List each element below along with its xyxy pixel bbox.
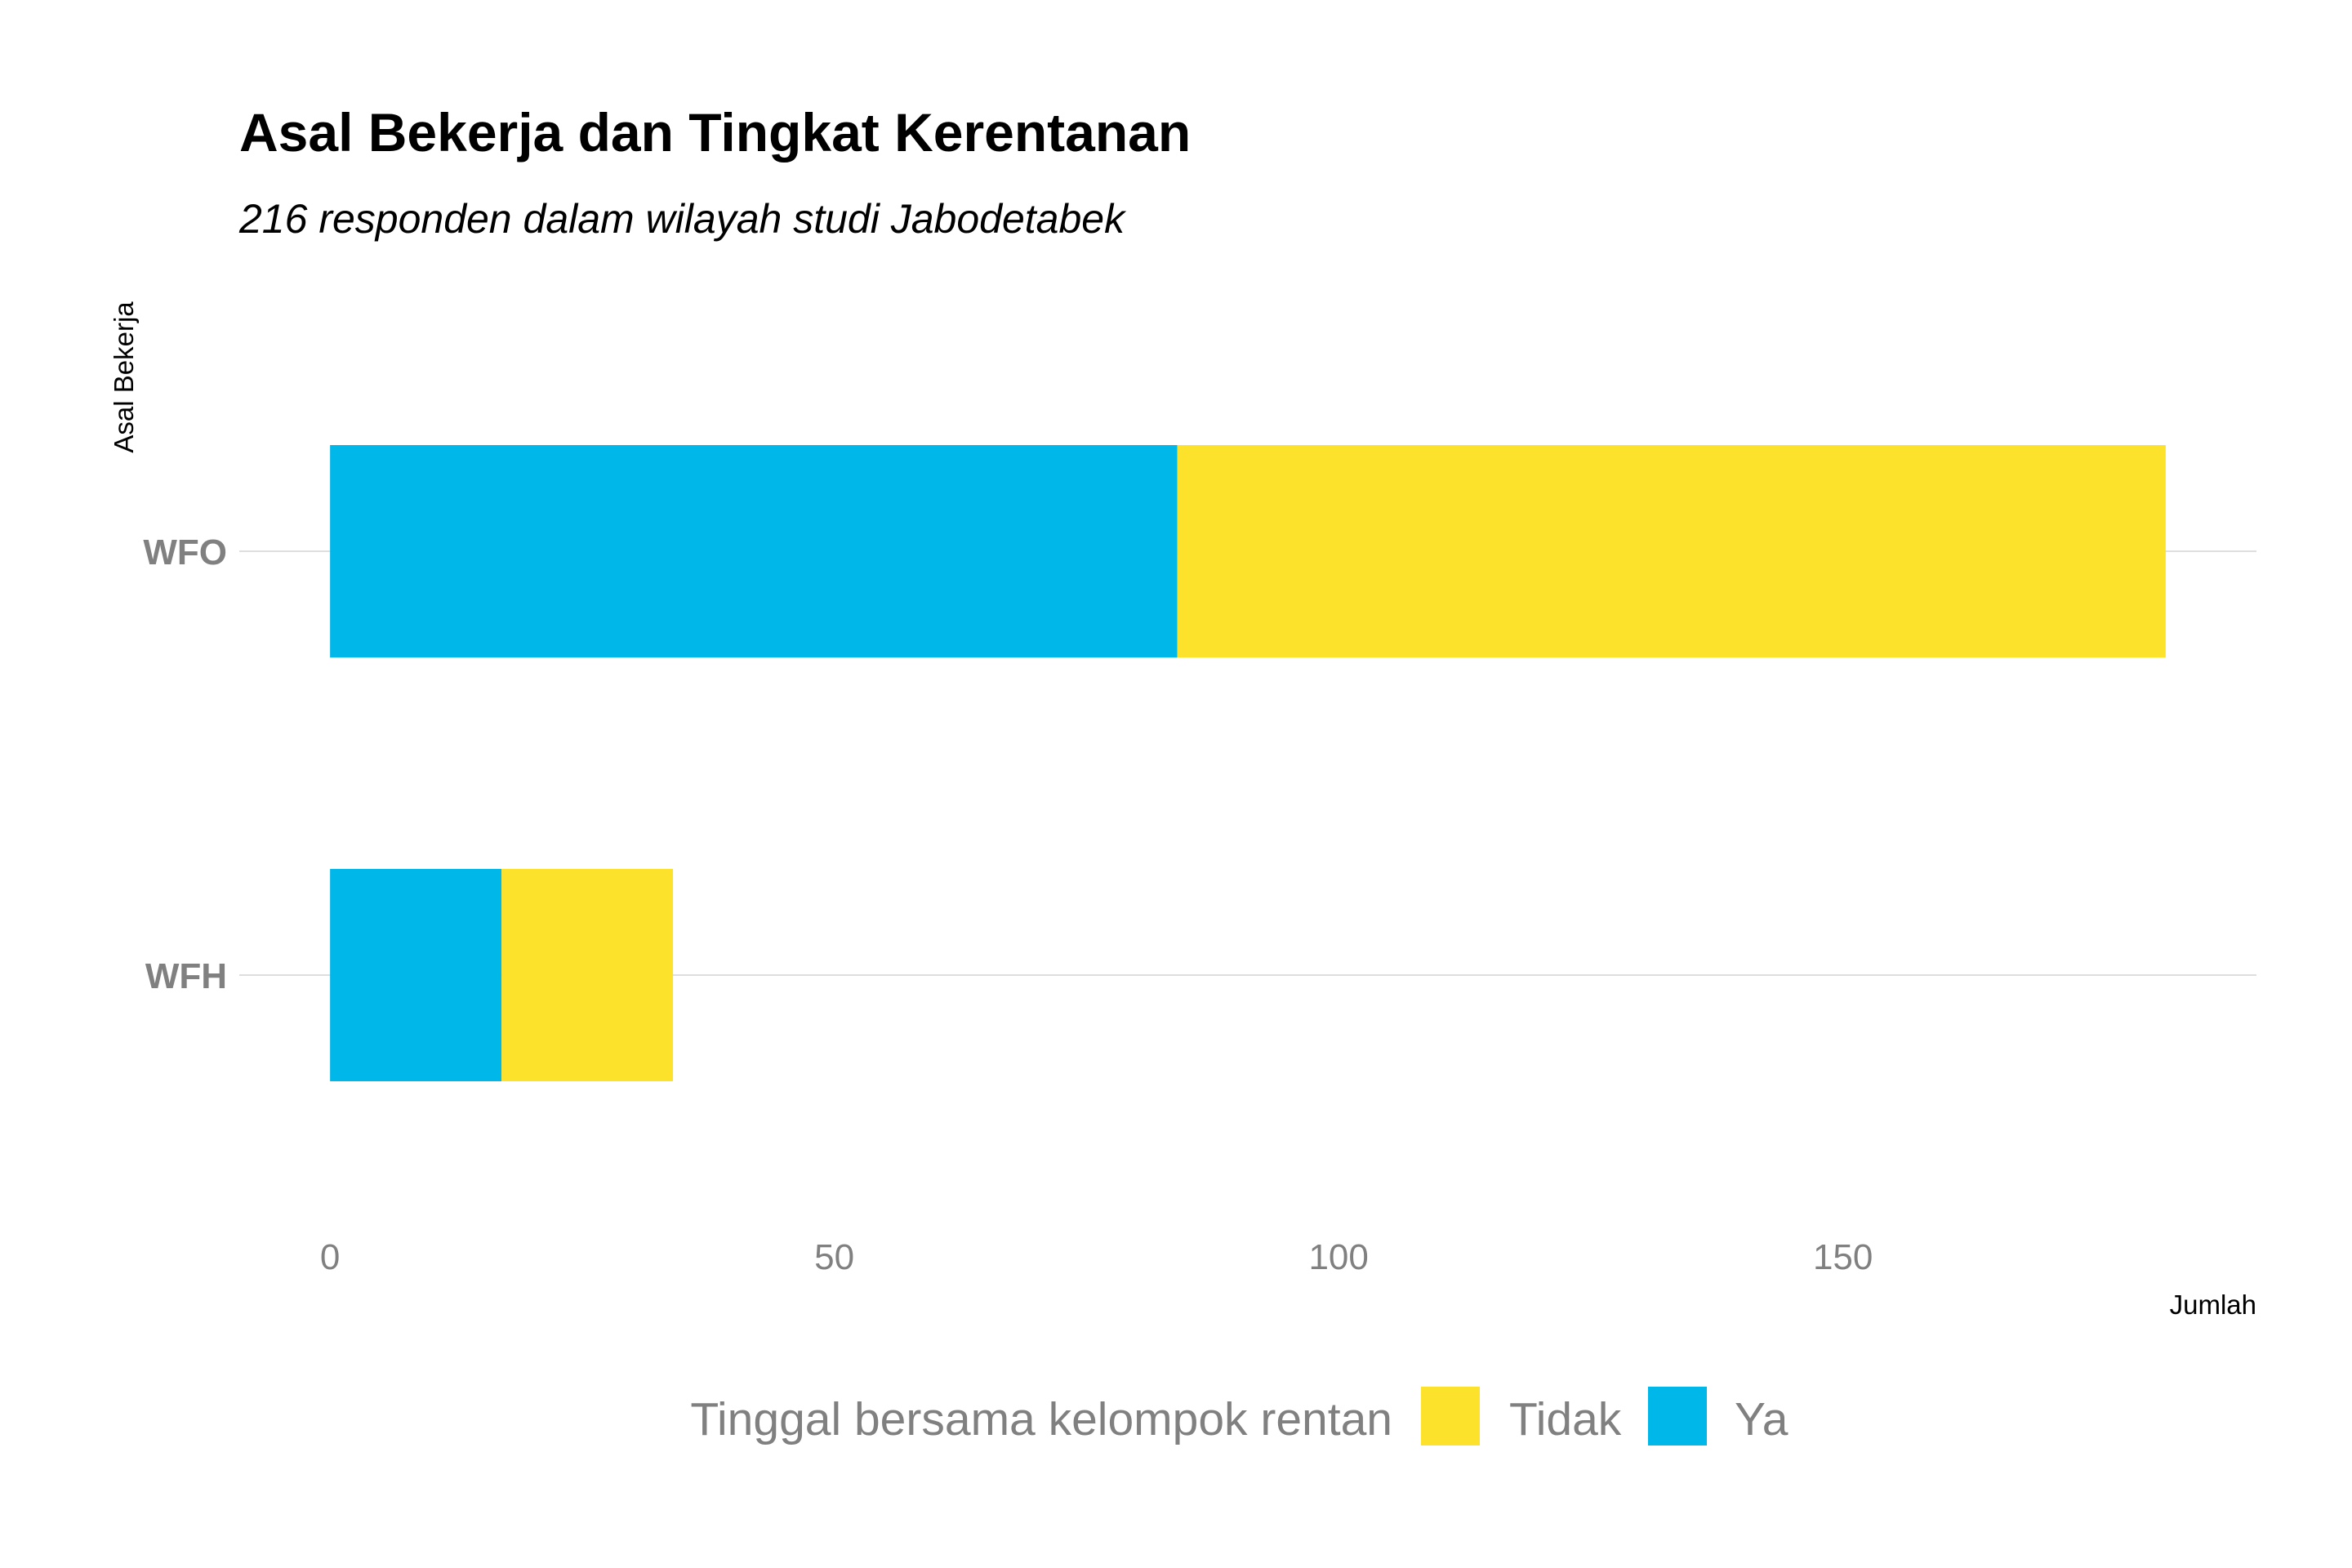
legend-label-tidak: Tidak — [1509, 1393, 1622, 1446]
x-tick-150: 150 — [1813, 1237, 1873, 1277]
category-label-wfh: WFH — [145, 956, 227, 996]
legend-key-tidak — [1421, 1387, 1480, 1446]
bar-wfh-ya — [330, 869, 502, 1081]
chart-title: Asal Bekerja dan Tingkat Kerentanan — [239, 102, 1191, 163]
legend: Tinggal bersama kelompok rentan Tidak Ya — [690, 1387, 1788, 1446]
bars — [330, 445, 2166, 1081]
x-tick-labels: 0 50 100 150 — [320, 1237, 1873, 1277]
legend-title: Tinggal bersama kelompok rentan — [690, 1393, 1392, 1446]
x-tick-0: 0 — [320, 1237, 340, 1277]
y-axis-title: Asal Bekerja — [109, 301, 139, 453]
category-label-wfo: WFO — [143, 532, 227, 572]
chart-subtitle: 216 responden dalam wilayah studi Jabode… — [238, 196, 1127, 242]
category-labels: WFO WFH — [143, 532, 227, 996]
legend-label-ya: Ya — [1735, 1393, 1788, 1446]
x-axis-title: Jumlah — [2170, 1290, 2256, 1320]
x-tick-50: 50 — [814, 1237, 854, 1277]
legend-key-ya — [1648, 1387, 1707, 1446]
x-tick-100: 100 — [1308, 1237, 1368, 1277]
bar-wfh-tidak — [501, 869, 674, 1081]
bar-wfo-ya — [330, 445, 1178, 657]
bar-wfo-tidak — [1177, 445, 2166, 657]
